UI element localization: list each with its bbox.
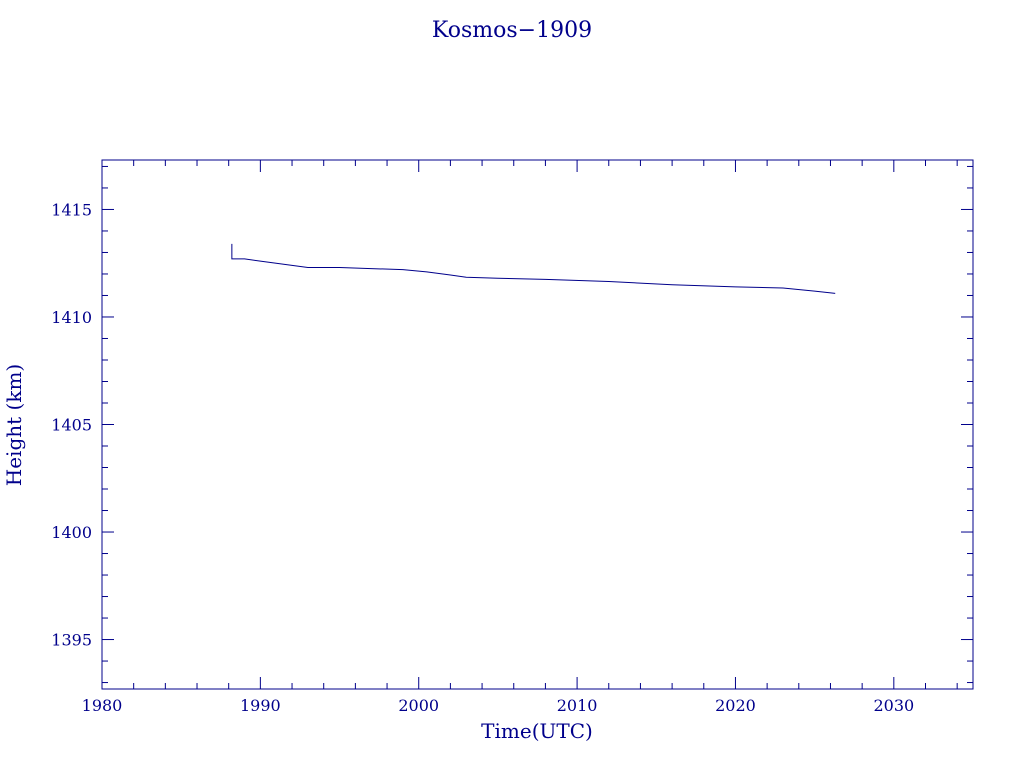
x-tick-labels: 1980 1990 2000 2010 2020 2030 bbox=[82, 696, 915, 715]
chart-title: Kosmos−1909 bbox=[432, 18, 592, 43]
axis-ticks bbox=[101, 160, 973, 689]
x-tick-label: 2030 bbox=[873, 696, 914, 715]
plot-area bbox=[101, 159, 974, 690]
y-tick-label: 1415 bbox=[51, 200, 92, 219]
y-tick-label: 1410 bbox=[51, 308, 92, 327]
x-tick-label: 1980 bbox=[82, 696, 123, 715]
x-axis-label: Time(UTC) bbox=[481, 719, 593, 743]
y-tick-labels: 1395 1400 1405 1410 1415 bbox=[51, 200, 92, 649]
y-tick-label: 1395 bbox=[51, 631, 92, 650]
y-tick-label: 1405 bbox=[51, 416, 92, 435]
height-series-line bbox=[231, 243, 836, 294]
x-tick-label: 1990 bbox=[240, 696, 281, 715]
y-axis-label: Height (km) bbox=[2, 364, 26, 486]
x-tick-label: 2010 bbox=[557, 696, 598, 715]
y-tick-label: 1400 bbox=[51, 523, 92, 542]
x-tick-label: 2020 bbox=[715, 696, 756, 715]
x-tick-label: 2000 bbox=[398, 696, 439, 715]
